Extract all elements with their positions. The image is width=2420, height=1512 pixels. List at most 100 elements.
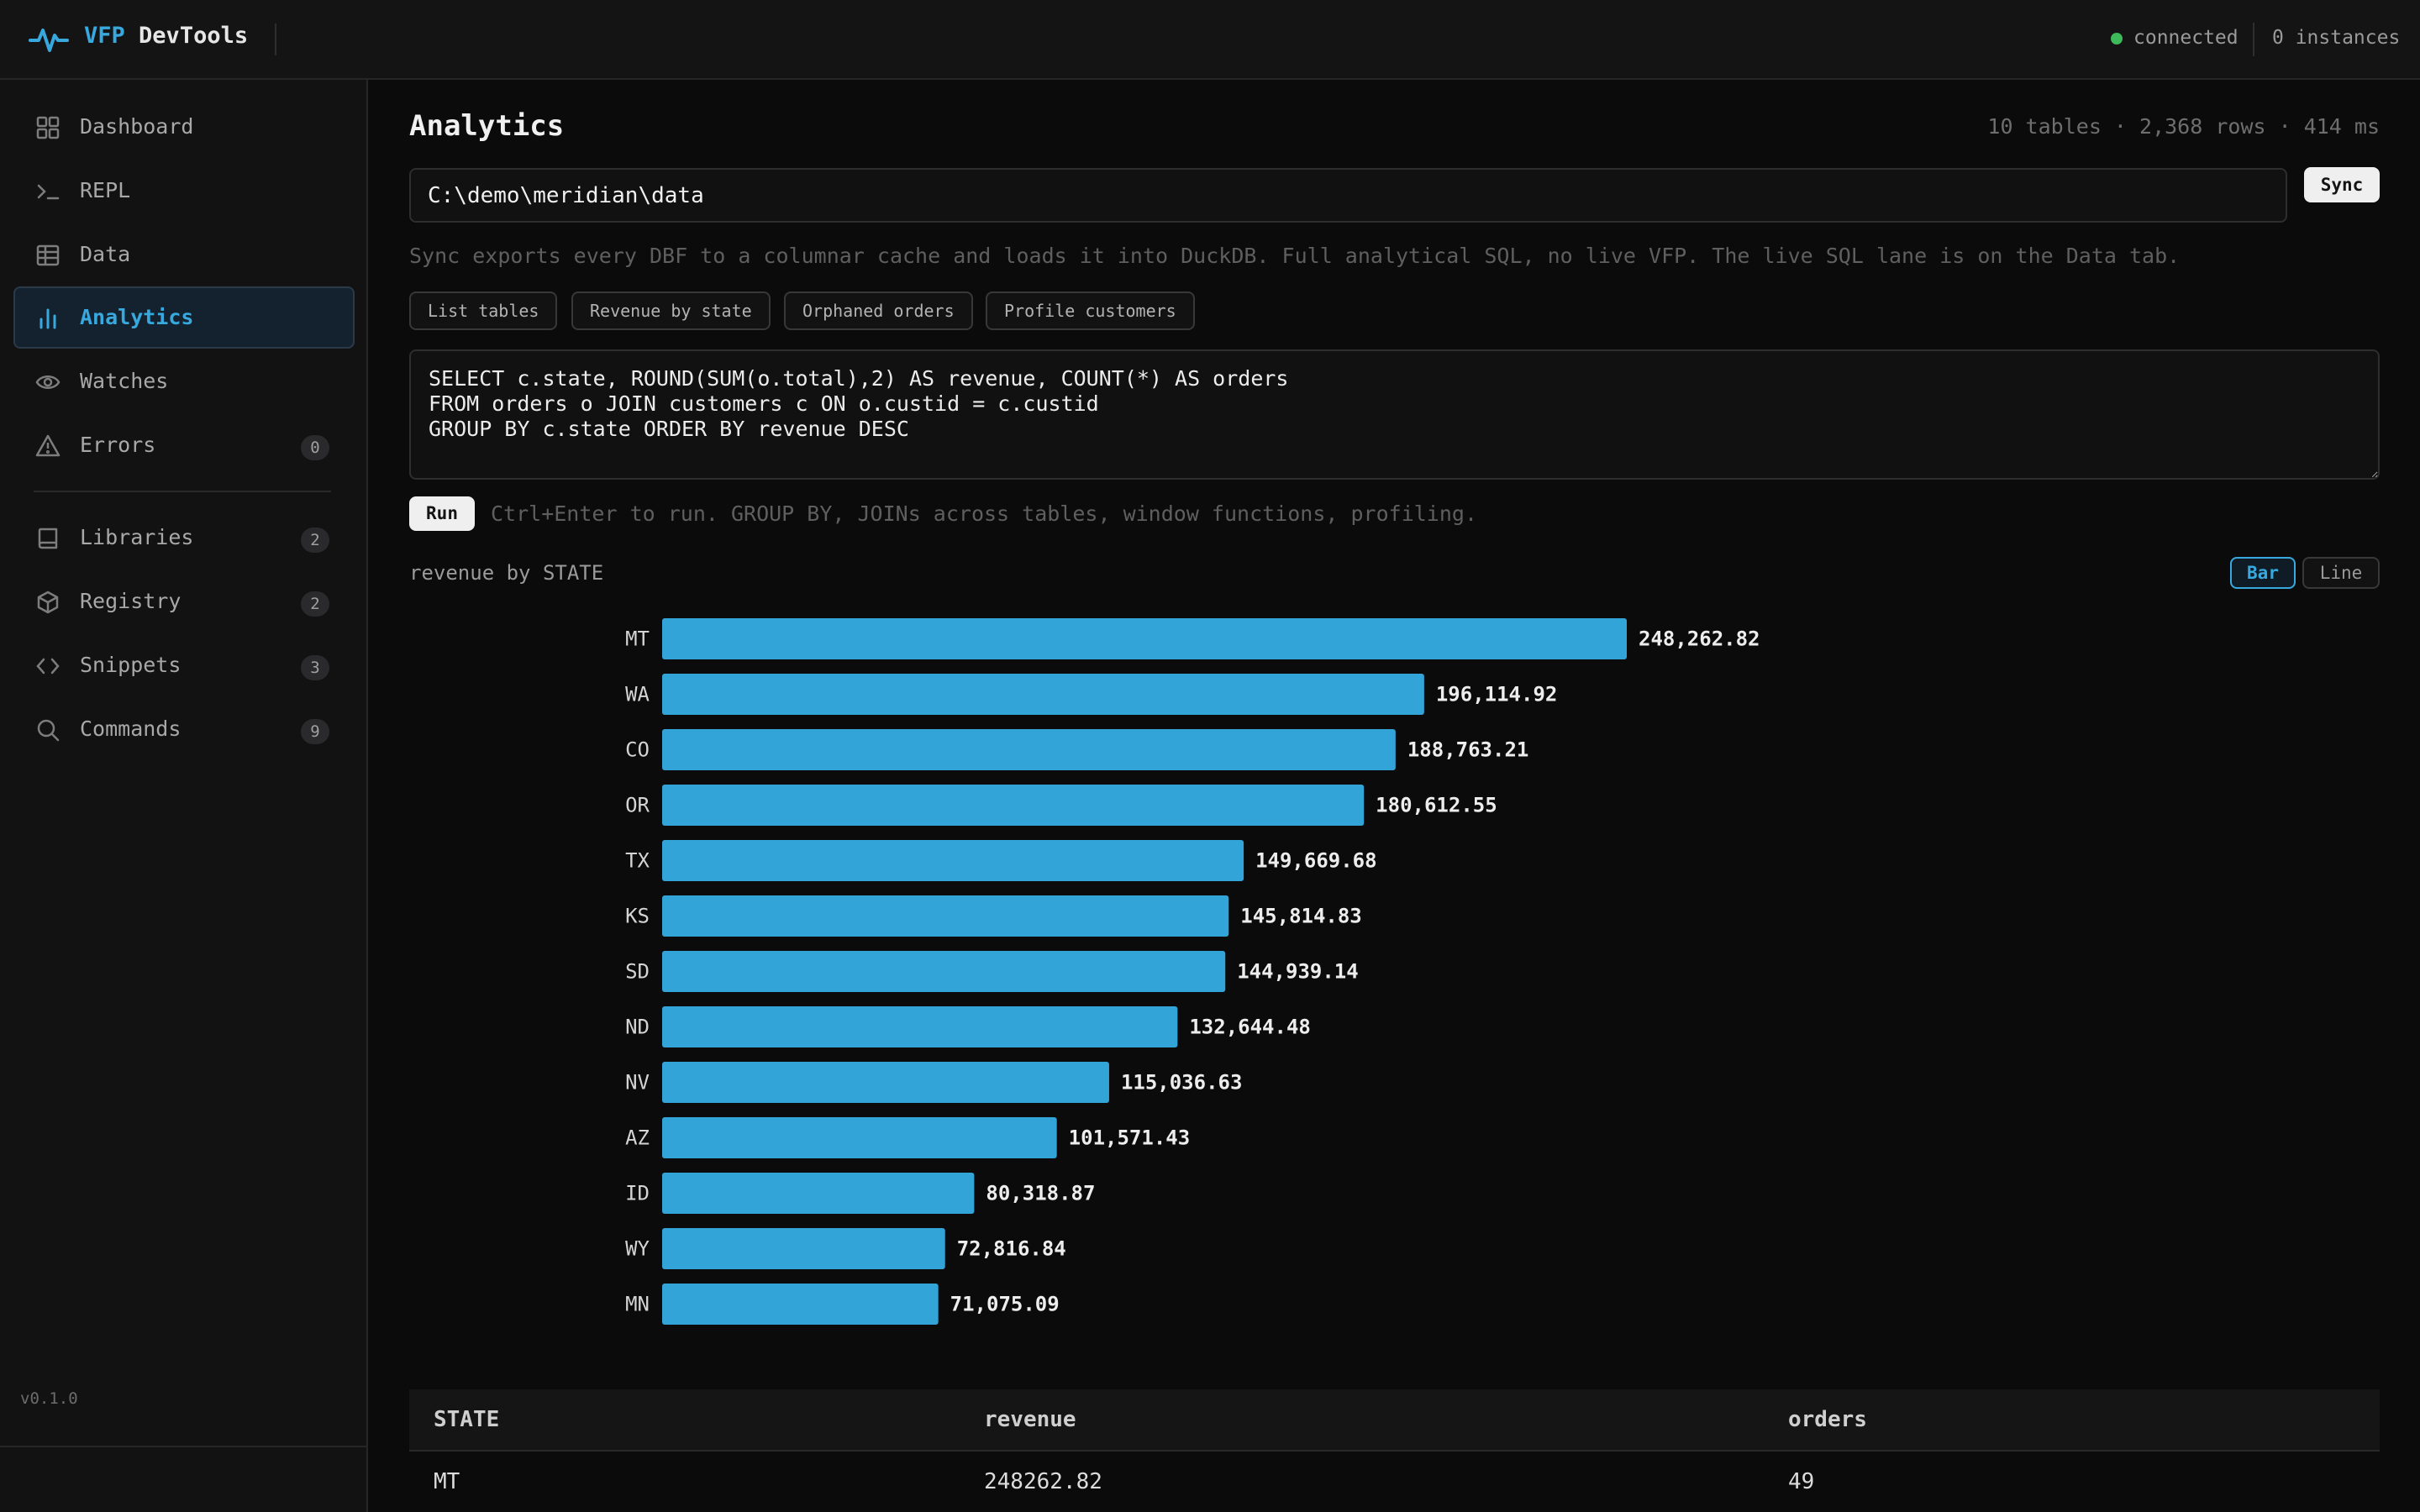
bar-sd[interactable] [662, 951, 1226, 992]
bar-id[interactable] [662, 1173, 975, 1214]
chart-title: revenue by STATE [409, 561, 604, 585]
sidebar-item-label: Commands [80, 717, 182, 741]
column-header-state[interactable]: STATE [409, 1389, 960, 1452]
bar-chart-icon [39, 308, 56, 329]
sidebar-item-data[interactable]: Data [13, 223, 355, 286]
bar-mt[interactable] [662, 618, 1627, 659]
preset-list-tables[interactable]: List tables [409, 291, 558, 330]
bar-ks[interactable] [662, 895, 1229, 937]
page-title: Analytics [409, 109, 565, 143]
sidebar-item-label: Data [80, 242, 131, 266]
table-icon [36, 244, 60, 266]
table-header-row: STATE revenue orders [409, 1389, 2380, 1452]
divider [2253, 23, 2254, 56]
data-path-input[interactable] [409, 168, 2287, 223]
sync-help-text: Sync exports every DBF to a columnar cac… [409, 244, 2181, 268]
value-label: 188,763.21 [1407, 738, 1529, 762]
sidebar-item-commands[interactable]: Commands 9 [13, 698, 355, 760]
value-label: 248,262.82 [1639, 627, 1760, 651]
value-label: 196,114.92 [1436, 683, 1558, 706]
preset-orphaned-orders[interactable]: Orphaned orders [784, 291, 973, 330]
value-label: 80,318.87 [986, 1182, 1095, 1205]
grid-icon [36, 116, 60, 139]
app-brand: VFP DevTools [84, 23, 248, 49]
bar-tx[interactable] [662, 840, 1244, 881]
table-cell: 248262.82 [984, 1469, 1102, 1494]
divider [34, 491, 331, 492]
bar-or[interactable] [662, 785, 1365, 826]
instances-count: 0 instances [2272, 27, 2401, 49]
value-label: 101,571.43 [1069, 1126, 1191, 1150]
category-label: MN [625, 1293, 650, 1316]
code-icon [36, 658, 60, 675]
category-label: ID [625, 1182, 650, 1205]
category-label: NV [625, 1071, 650, 1095]
bar-wy[interactable] [662, 1228, 945, 1269]
sidebar-item-label: Snippets [80, 653, 182, 677]
bar-wa[interactable] [662, 674, 1424, 715]
sidebar-item-libraries[interactable]: Libraries 2 [13, 507, 355, 569]
app-version: v0.1.0 [20, 1389, 78, 1408]
sidebar-item-label: Registry [80, 589, 182, 613]
bar-co[interactable] [662, 729, 1396, 770]
count-badge: 2 [301, 528, 329, 553]
table-cell: MT [434, 1469, 460, 1494]
value-label: 132,644.48 [1189, 1016, 1311, 1039]
preset-revenue-by-state[interactable]: Revenue by state [571, 291, 771, 330]
sidebar-item-watches[interactable]: Watches [13, 350, 355, 412]
terminal-icon [37, 184, 60, 200]
divider [0, 1446, 366, 1447]
book-icon [38, 528, 58, 549]
run-button[interactable]: Run [409, 496, 475, 531]
connection-status: connected [2133, 27, 2238, 49]
sidebar-item-dashboard[interactable]: Dashboard [13, 96, 355, 158]
status-dot-icon [2111, 33, 2123, 45]
sidebar-item-label: REPL [80, 178, 131, 202]
table-row[interactable]: MT 248262.82 49 [409, 1451, 2380, 1512]
cube-icon [37, 591, 59, 614]
category-label: SD [625, 960, 650, 984]
bar-az[interactable] [662, 1117, 1057, 1158]
bar-nd[interactable] [662, 1006, 1178, 1047]
brand-accent: VFP [84, 23, 125, 49]
value-label: 180,612.55 [1376, 794, 1497, 817]
category-label: MT [625, 627, 650, 651]
eye-icon [35, 375, 60, 389]
category-label: KS [625, 905, 650, 928]
search-icon [37, 719, 60, 742]
count-badge: 2 [301, 591, 329, 617]
sidebar-item-analytics[interactable]: Analytics [13, 286, 355, 349]
bar-nv[interactable] [662, 1062, 1109, 1103]
sql-editor[interactable] [409, 349, 2380, 480]
table-cell: 49 [1788, 1469, 1815, 1494]
category-label: TX [625, 849, 650, 873]
pulse-icon [29, 29, 69, 52]
value-label: 72,816.84 [957, 1237, 1066, 1261]
sync-button[interactable]: Sync [2304, 167, 2380, 202]
sidebar-item-label: Errors [80, 433, 156, 457]
count-badge: 0 [301, 435, 329, 460]
results-table: STATE revenue orders MT 248262.82 49 [409, 1389, 2380, 1512]
brand-name: DevTools [139, 23, 249, 49]
sidebar-item-errors[interactable]: Errors 0 [13, 414, 355, 476]
category-label: OR [625, 794, 650, 817]
preset-profile-customers[interactable]: Profile customers [986, 291, 1195, 330]
sidebar-item-snippets[interactable]: Snippets 3 [13, 634, 355, 696]
sidebar-item-registry[interactable]: Registry 2 [13, 570, 355, 633]
line-toggle-button[interactable]: Line [2302, 557, 2380, 589]
value-label: 145,814.83 [1240, 905, 1362, 928]
category-label: ND [625, 1016, 650, 1039]
bar-mn[interactable] [662, 1284, 939, 1325]
bar-toggle-button[interactable]: Bar [2230, 557, 2296, 589]
column-header-orders[interactable]: orders [1764, 1389, 2380, 1452]
sidebar: Dashboard REPL Data Analytics Watches Er… [0, 80, 368, 1512]
sidebar-item-label: Dashboard [80, 114, 194, 139]
column-header-revenue[interactable]: revenue [960, 1389, 1764, 1452]
count-badge: 3 [301, 655, 329, 680]
sidebar-item-label: Analytics [80, 305, 194, 329]
value-label: 115,036.63 [1121, 1071, 1243, 1095]
category-label: AZ [625, 1126, 650, 1150]
count-badge: 9 [301, 719, 329, 744]
sidebar-item-repl[interactable]: REPL [13, 160, 355, 222]
sidebar-item-label: Watches [80, 369, 169, 393]
